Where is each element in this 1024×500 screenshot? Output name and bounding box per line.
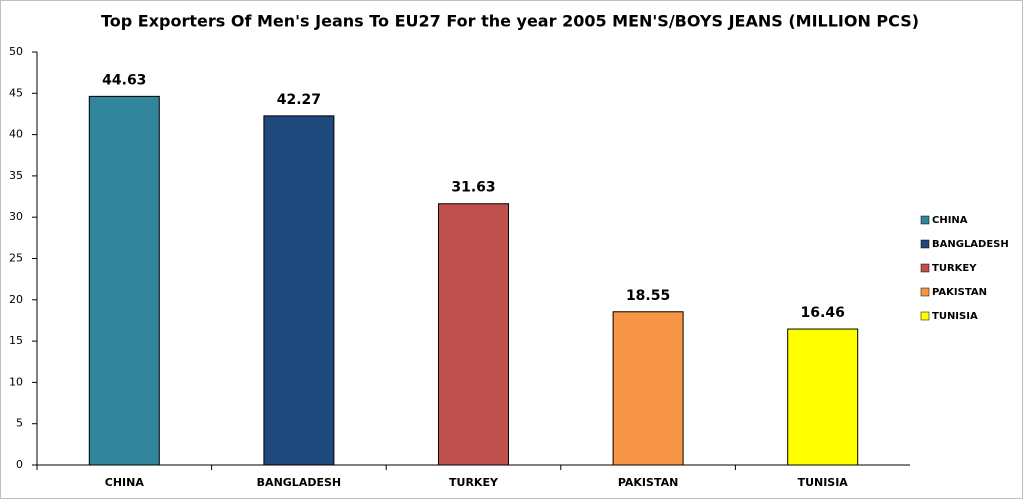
y-tick-label: 25 <box>9 252 23 265</box>
legend-swatch <box>920 287 930 297</box>
value-label: 18.55 <box>626 288 670 304</box>
y-tick-label: 50 <box>9 45 23 58</box>
legend-swatch <box>920 263 930 273</box>
x-tick-label: CHINA <box>105 476 145 489</box>
y-tick-label: 40 <box>9 128 23 141</box>
value-label: 44.63 <box>102 72 146 88</box>
y-tick-label: 10 <box>9 375 23 388</box>
y-tick-label: 45 <box>9 86 23 99</box>
x-tick-label: TUNISIA <box>798 476 849 489</box>
x-tick-label: TURKEY <box>449 476 499 489</box>
legend-swatch <box>920 239 930 249</box>
y-tick-label: 0 <box>16 458 23 471</box>
legend-label: TUNISIA <box>932 311 978 322</box>
legend-label: BANGLADESH <box>932 239 1009 250</box>
legend-swatch <box>920 311 930 321</box>
bar <box>88 95 160 466</box>
legend-label: TURKEY <box>932 263 977 274</box>
y-tick-label: 15 <box>9 334 23 347</box>
legend-label: PAKISTAN <box>932 287 987 298</box>
y-tick-label: 20 <box>9 293 23 306</box>
legend-swatch <box>920 215 930 225</box>
value-label: 16.46 <box>801 305 845 321</box>
legend-label: CHINA <box>932 215 968 226</box>
y-tick-label: 35 <box>9 169 23 182</box>
y-tick-label: 30 <box>9 210 23 223</box>
value-label: 42.27 <box>277 92 321 108</box>
bar <box>612 311 684 466</box>
value-label: 31.63 <box>451 180 495 196</box>
bar <box>263 115 335 466</box>
bar <box>438 203 509 466</box>
chart-title: Top Exporters Of Men's Jeans To EU27 For… <box>101 12 919 31</box>
y-tick-label: 5 <box>16 417 23 430</box>
x-tick-label: BANGLADESH <box>257 476 341 489</box>
bar <box>787 328 859 466</box>
x-tick-label: PAKISTAN <box>618 476 678 489</box>
